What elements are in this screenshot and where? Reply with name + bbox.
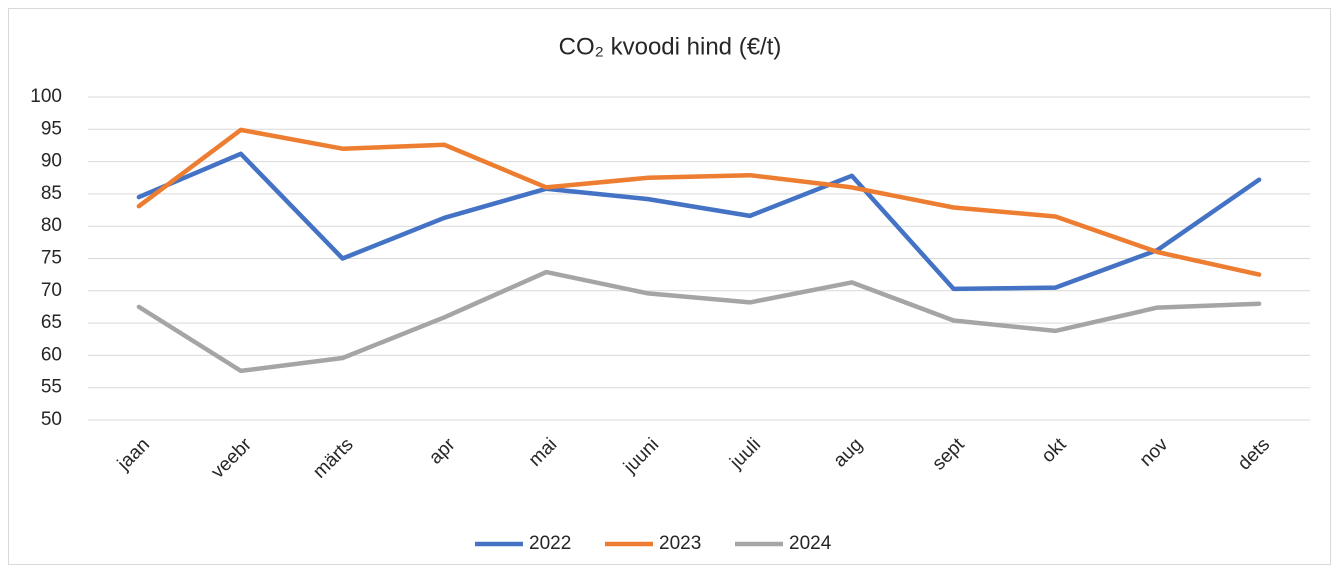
y-tick-label: 85 (41, 183, 62, 204)
line-series (136, 127, 1262, 277)
chart-title: CO₂ kvoodi hind (€/t) (559, 33, 782, 60)
legend-label: 2023 (659, 533, 701, 554)
line-series (136, 269, 1262, 374)
y-tick-label: 90 (41, 151, 62, 172)
y-tick-label: 70 (41, 280, 62, 301)
legend-label: 2022 (529, 533, 571, 554)
y-tick-label: 75 (41, 248, 62, 269)
y-tick-label: 95 (41, 118, 62, 139)
y-tick-label: 50 (41, 409, 62, 430)
line-series (136, 151, 1262, 292)
y-tick-label: 80 (41, 215, 62, 236)
y-tick-label: 60 (41, 344, 62, 365)
y-tick-label: 55 (41, 377, 62, 398)
y-tick-label: 100 (30, 86, 62, 107)
y-tick-label: 65 (41, 312, 62, 333)
legend-label: 2024 (789, 533, 832, 554)
chart-frame (8, 8, 1331, 565)
